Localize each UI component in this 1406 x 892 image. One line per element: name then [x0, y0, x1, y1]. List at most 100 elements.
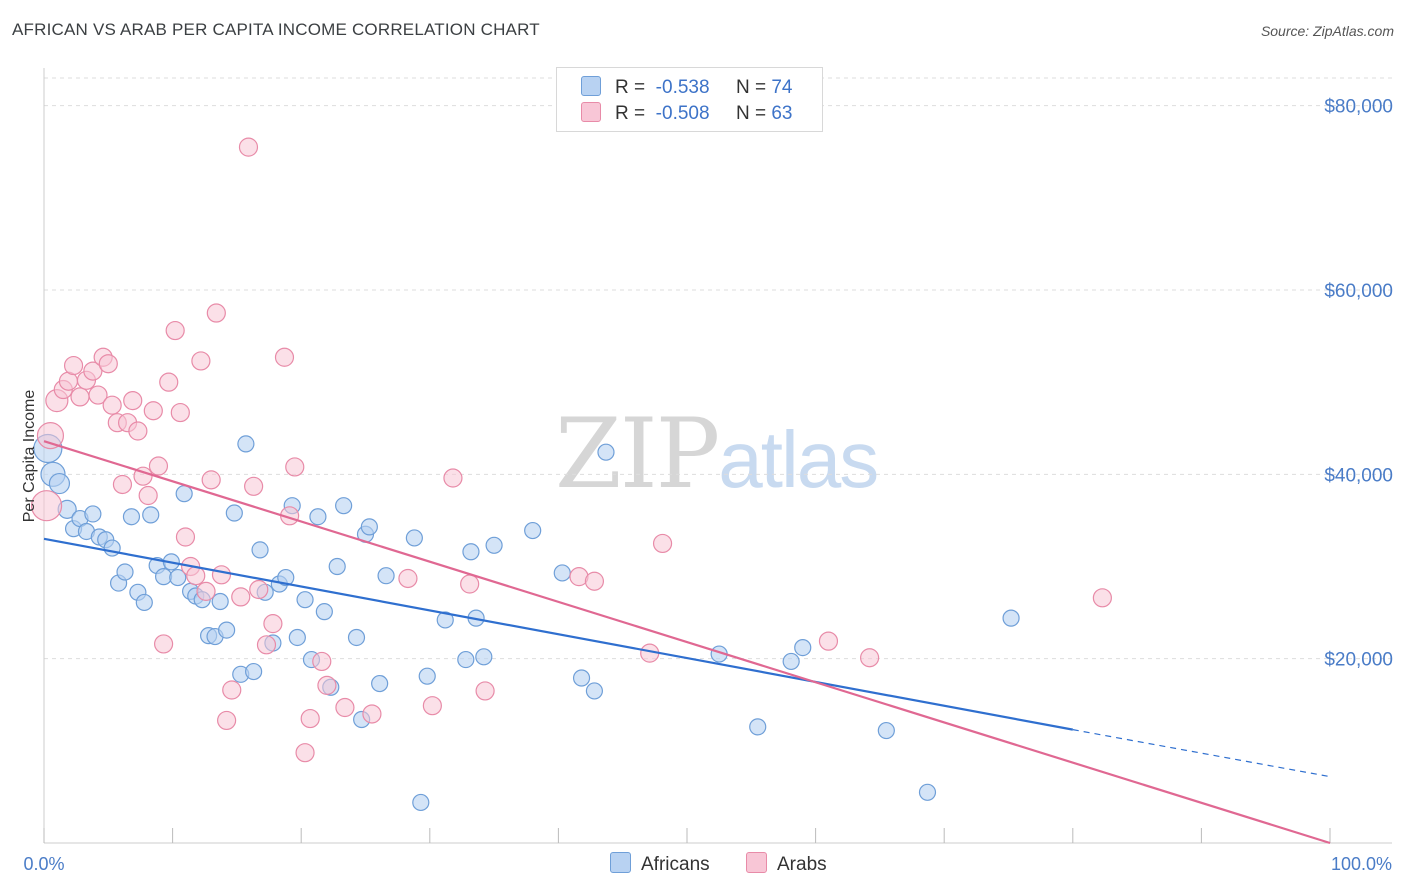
africans-point [918, 783, 937, 801]
legend-item-africans[interactable]: Africans [610, 852, 710, 876]
africans-point [116, 563, 134, 581]
arabs-point [165, 320, 185, 341]
arabs-point [222, 680, 242, 700]
x-tick-label: 100.0% [1331, 854, 1392, 874]
africans-point [782, 652, 800, 671]
arabs-legend-label: Arabs [777, 854, 827, 875]
arabs-legend-swatch [746, 852, 767, 873]
arabs-point [63, 355, 84, 376]
arabs-point [217, 710, 237, 731]
source-credit: Source: ZipAtlas.com [1260, 23, 1394, 39]
africans-legend-label: Africans [641, 854, 710, 875]
arabs-point [128, 421, 148, 441]
arabs-point [335, 697, 355, 718]
africans-point [122, 508, 141, 526]
legend-item-arabs[interactable]: Arabs [746, 852, 827, 876]
arabs-point [860, 648, 880, 668]
axis-labels: $20,000 $40,000 $60,000 $80,000 0.0% 100.0% Pe… [21, 97, 1393, 874]
arabs-point [175, 527, 196, 547]
africans-point [315, 603, 333, 621]
africans-point [1002, 609, 1020, 627]
legend-r-value: -0.538 [655, 77, 710, 98]
africans-point [877, 721, 895, 740]
africans-point [475, 648, 493, 666]
africans-point [436, 611, 454, 629]
legend-n-value: 74 [771, 77, 793, 98]
africans-point [418, 667, 436, 685]
africans-point [296, 591, 314, 609]
africans-point [457, 650, 475, 669]
africans-point [794, 639, 812, 657]
arabs-point [231, 587, 251, 607]
arabs-point [201, 470, 221, 490]
africans-point [553, 564, 571, 582]
legend-n-label: N = [735, 77, 767, 98]
arabs-point [256, 635, 277, 655]
africans-point [237, 435, 255, 453]
arabs-point [398, 568, 418, 589]
africans-swatch [581, 76, 601, 96]
africans-point [135, 593, 153, 612]
arabs-point [263, 614, 283, 634]
africans-point [462, 543, 480, 561]
y-tick-label: $80,000 [1324, 97, 1393, 118]
arabs-point [186, 566, 206, 586]
africans-points [33, 433, 1020, 812]
africans-point [142, 506, 160, 524]
arabs-point [244, 476, 264, 496]
y-tick-label: $60,000 [1324, 281, 1393, 302]
africans-point [328, 557, 346, 576]
arabs-point [153, 634, 174, 654]
arabs-point [88, 385, 108, 405]
africans-point [251, 541, 269, 559]
legend-r-label: R = [615, 103, 646, 124]
arabs-point [652, 533, 673, 554]
arabs-point [30, 490, 63, 522]
legend-row-arabs: R = -0.508 N = 63 [581, 102, 792, 126]
y-axis-label: Per Capita Income [21, 390, 38, 523]
arabs-point [191, 351, 211, 371]
arabs-point [1092, 588, 1112, 608]
arabs-point [300, 708, 320, 729]
africans-legend-swatch [610, 852, 631, 873]
arabs-point [148, 456, 169, 476]
africans-point [211, 592, 229, 611]
africans-point [597, 443, 615, 461]
x-tick-label: 0.0% [23, 854, 64, 874]
africans-trend-extension [1072, 729, 1331, 778]
arabs-point [98, 354, 118, 374]
africans-point [485, 536, 503, 554]
arabs-point [211, 565, 232, 585]
arabs-swatch [581, 102, 601, 122]
arabs-point [102, 395, 122, 415]
chart-title: AFRICAN VS ARAB PER CAPITA INCOME CORREL… [12, 20, 540, 39]
africans-point [48, 472, 71, 495]
arabs-point [112, 474, 133, 495]
africans-trend-line [43, 537, 1074, 731]
africans-point [360, 518, 378, 536]
africans-point [169, 568, 187, 587]
legend-n-value: 63 [771, 103, 793, 124]
arabs-point [249, 579, 269, 600]
africans-point [412, 793, 430, 812]
africans-point [277, 568, 295, 587]
watermark-zip: ZIP [555, 398, 720, 510]
arabs-point [238, 137, 259, 157]
arabs-point [159, 372, 179, 392]
arabs-point [123, 390, 143, 411]
arabs-point [362, 704, 382, 724]
watermark: ZIPatlas [555, 398, 879, 510]
y-tick-label: $40,000 [1324, 465, 1393, 486]
africans-point [371, 674, 389, 693]
arabs-point [295, 743, 315, 763]
legend-row-africans: R = -0.538 N = 74 [581, 76, 792, 100]
africans-point [175, 485, 193, 503]
africans-point [84, 505, 102, 523]
legend-r-label: R = [615, 77, 646, 98]
arabs-point [584, 571, 605, 591]
africans-point [335, 497, 353, 515]
gridlines [44, 77, 1392, 660]
arabs-point [312, 651, 332, 672]
arabs-point [138, 485, 158, 506]
africans-point [218, 621, 236, 639]
